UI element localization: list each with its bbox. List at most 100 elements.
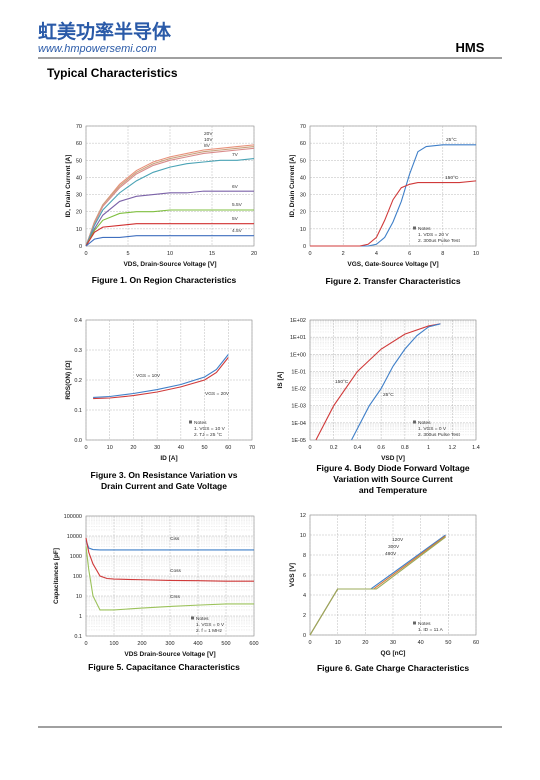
series-label: 5.5V <box>232 202 243 208</box>
note-text: Notes <box>194 420 207 426</box>
y-tick-label: 10 <box>76 594 82 600</box>
figure-caption: Figure 6. Gate Charge Characteristics <box>317 663 469 673</box>
y-tick-label: 4 <box>303 593 306 599</box>
x-tick-label: 500 <box>221 641 230 647</box>
series-line <box>85 158 255 247</box>
note-text: 1. VGS = 0 V <box>418 426 447 432</box>
x-tick-label: 60 <box>225 445 231 451</box>
y-tick-label: 1E-02 <box>291 387 306 393</box>
y-tick-label: 1 <box>79 614 82 620</box>
x-tick-label: 0 <box>308 640 311 646</box>
x-axis-title: VSD [V] <box>381 455 405 462</box>
y-axis-title: VGS [V] <box>289 563 296 587</box>
y-tick-label: 10 <box>300 533 306 539</box>
y-axis-title: RDS(ON) [Ω] <box>65 360 72 399</box>
note-text: 1. VDS = 20 V <box>418 232 449 238</box>
x-tick-label: 50 <box>202 445 208 451</box>
y-tick-label: 10 <box>300 227 306 233</box>
y-tick-label: 2 <box>303 613 306 619</box>
x-tick-label: 0.8 <box>401 445 409 451</box>
y-tick-label: 1E+02 <box>290 318 306 324</box>
x-tick-label: 20 <box>130 445 136 451</box>
y-tick-label: 70 <box>76 124 82 130</box>
series-label: 5V <box>232 216 239 222</box>
x-tick-label: 300 <box>165 641 174 647</box>
y-tick-label: 40 <box>76 175 82 181</box>
x-tick-label: 30 <box>154 445 160 451</box>
x-tick-label: 40 <box>418 640 424 646</box>
figure-caption: and Temperature <box>359 485 428 495</box>
series-label: Ciss <box>170 536 180 542</box>
series-line <box>85 190 254 247</box>
y-tick-label: 0.2 <box>74 378 82 384</box>
x-tick-label: 1.4 <box>472 445 480 451</box>
figure-caption: Drain Current and Gate Voltage <box>101 481 227 491</box>
series-label: 150°C <box>335 379 349 385</box>
series-line <box>309 536 446 636</box>
notes-bullet <box>413 226 416 230</box>
y-tick-label: 0.3 <box>74 348 82 354</box>
x-tick-label: 600 <box>249 641 258 647</box>
section-title: Typical Characteristics <box>47 66 178 80</box>
figure-caption: Figure 3. On Resistance Variation vs <box>91 470 238 480</box>
series-label: VGS = 20V <box>205 391 230 397</box>
note-text: 2. 300us Pulse Test <box>418 432 460 438</box>
y-axis-title: Capacitances [pF] <box>53 548 60 604</box>
series-line <box>315 323 441 441</box>
x-tick-label: 70 <box>249 445 255 451</box>
x-tick-label: 50 <box>445 640 451 646</box>
series-label: 480V <box>385 551 397 557</box>
x-tick-label: 1.2 <box>448 445 456 451</box>
y-tick-label: 0.1 <box>74 408 82 414</box>
x-tick-label: 2 <box>342 251 345 257</box>
y-tick-label: 50 <box>76 158 82 164</box>
y-tick-label: 70 <box>300 124 306 130</box>
series-line <box>351 323 441 441</box>
y-tick-label: 1E-01 <box>291 369 306 375</box>
x-tick-label: 1 <box>427 445 430 451</box>
notes-bullet <box>413 621 416 625</box>
y-tick-label: 40 <box>300 175 306 181</box>
y-tick-label: 0.0 <box>74 438 82 444</box>
x-tick-label: 0 <box>308 445 311 451</box>
y-tick-label: 30 <box>300 193 306 199</box>
y-tick-label: 1E-04 <box>291 421 306 427</box>
x-tick-label: 5 <box>126 251 129 257</box>
y-tick-label: 0 <box>303 244 306 250</box>
part-number: HMS <box>456 40 485 55</box>
y-tick-label: 8 <box>303 553 306 559</box>
y-tick-label: 1000 <box>70 554 82 560</box>
y-tick-label: 0 <box>303 633 306 639</box>
x-axis-title: ID [A] <box>160 455 177 462</box>
series-label: 4.5V <box>232 228 243 234</box>
y-tick-label: 0.4 <box>74 318 82 324</box>
notes-bullet <box>191 616 194 620</box>
y-tick-label: 1E-03 <box>291 404 306 410</box>
series-label: 120V <box>392 537 404 543</box>
series-label: 6V <box>232 184 239 190</box>
figure-caption: Variation with Source Current <box>333 474 453 484</box>
y-tick-label: 10000 <box>67 534 82 540</box>
series-label: 7V <box>232 152 239 158</box>
y-tick-label: 20 <box>300 210 306 216</box>
series-line <box>310 180 477 247</box>
note-text: 2. f = 1 MHz <box>196 628 223 634</box>
x-tick-label: 20 <box>251 251 257 257</box>
figure-caption: Figure 2. Transfer Characteristics <box>325 276 460 286</box>
y-tick-label: 10 <box>76 227 82 233</box>
x-axis-title: VDS Drain-Source Voltage [V] <box>124 651 215 658</box>
figure-caption: Figure 5. Capacitance Characteristics <box>88 662 240 672</box>
series-label: 10V <box>204 137 213 143</box>
x-tick-label: 0 <box>84 445 87 451</box>
x-tick-label: 8 <box>441 251 444 257</box>
y-tick-label: 60 <box>76 141 82 147</box>
x-tick-label: 10 <box>167 251 173 257</box>
website: www.hmpowersemi.com <box>38 43 157 55</box>
series-label: Crss <box>170 594 180 600</box>
series-line <box>85 223 254 247</box>
y-tick-label: 1E-05 <box>291 438 306 444</box>
series-line <box>85 235 254 247</box>
x-axis-title: VGS, Gate-Source Voltage [V] <box>347 261 438 268</box>
x-tick-label: 10 <box>335 640 341 646</box>
